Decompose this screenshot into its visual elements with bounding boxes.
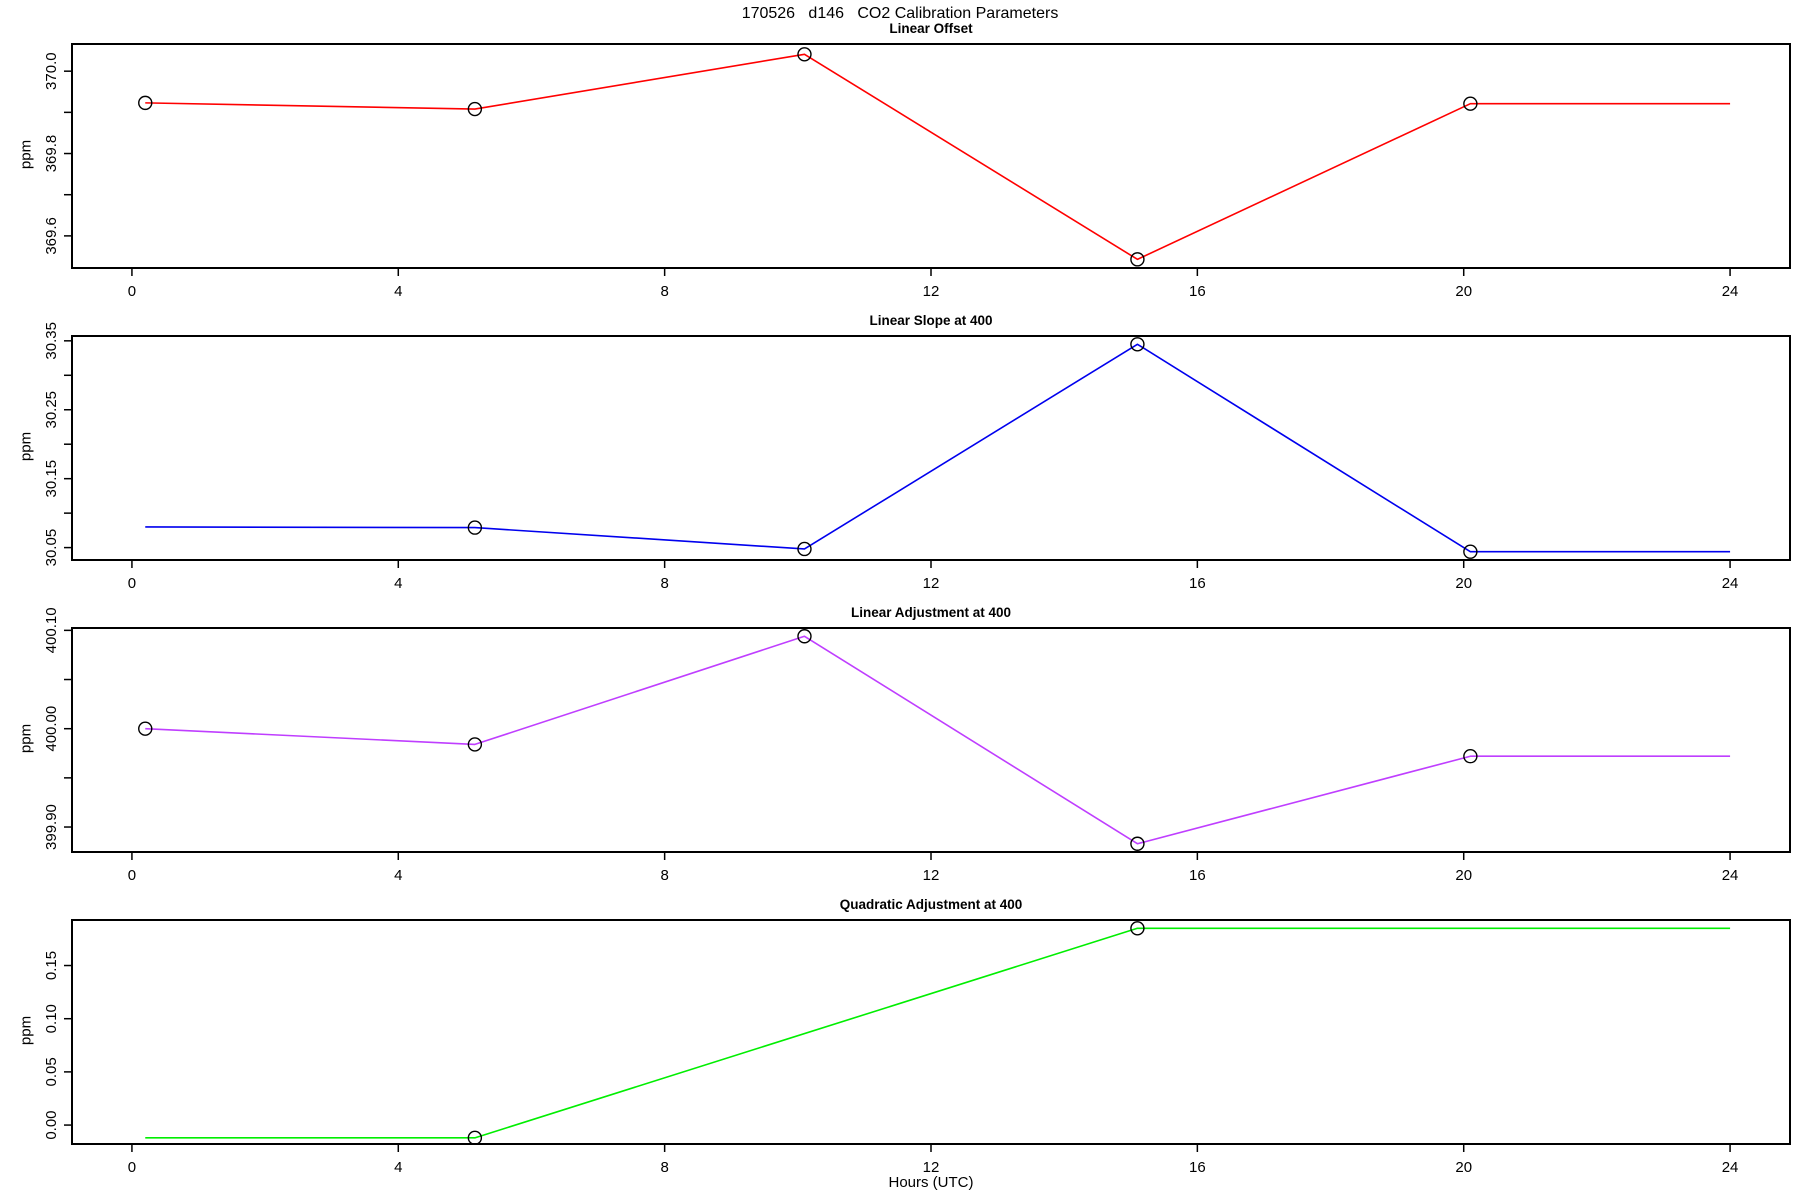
- x-tick-label: 8: [660, 575, 668, 592]
- x-tick-label: 16: [1189, 1159, 1206, 1176]
- y-axis-label-panel-3: ppm: [17, 723, 35, 754]
- x-tick-label: 20: [1455, 867, 1472, 884]
- panel-title-linear-slope: Linear Slope at 400: [869, 313, 993, 328]
- data-point-marker: [1130, 337, 1145, 352]
- data-point-marker: [797, 629, 812, 644]
- x-tick-label: 0: [128, 575, 136, 592]
- panel-title-quadratic-adjustment: Quadratic Adjustment at 400: [839, 897, 1023, 912]
- x-tick-label: 24: [1722, 867, 1739, 884]
- panel-4-data-line: [145, 927, 1731, 1139]
- y-tick-label: 30.15: [43, 460, 60, 498]
- x-tick-label: 0: [128, 1159, 136, 1176]
- plot-box-panel-3: [71, 627, 1791, 853]
- x-tick-label: 20: [1455, 1159, 1472, 1176]
- y-tick-label: 0.10: [43, 1004, 60, 1033]
- data-point-marker: [797, 541, 812, 557]
- y-axis-label-panel-2: ppm: [17, 431, 35, 462]
- plot-box-panel-1: [71, 43, 1791, 269]
- y-tick-label: 0.00: [43, 1110, 60, 1139]
- y-tick-label: 369.8: [43, 135, 60, 173]
- data-point-marker: [1463, 749, 1478, 764]
- x-tick-label: 16: [1189, 575, 1206, 592]
- x-tick-label: 24: [1722, 575, 1739, 592]
- x-tick-label: 4: [394, 575, 402, 592]
- y-tick-label: 0.15: [43, 951, 60, 980]
- x-tick-label: 8: [660, 1159, 668, 1176]
- y-tick-label: 400.00: [43, 706, 60, 752]
- plot-box-panel-2: [71, 335, 1791, 561]
- y-tick-label: 30.35: [43, 322, 60, 360]
- data-point-marker: [1130, 836, 1145, 851]
- x-tick-label: 24: [1722, 283, 1739, 300]
- data-point-marker: [467, 520, 483, 535]
- x-tick-label: 12: [923, 283, 940, 300]
- data-point-marker: [467, 101, 483, 117]
- panel-2-data-line: [145, 343, 1731, 553]
- data-point-marker: [1130, 921, 1145, 936]
- data-point-marker: [1463, 544, 1478, 559]
- y-axis-label-panel-4: ppm: [17, 1015, 35, 1046]
- x-tick-label: 8: [660, 283, 668, 300]
- data-point-marker: [467, 1130, 483, 1146]
- data-point-marker: [1463, 96, 1478, 111]
- x-tick-label: 20: [1455, 575, 1472, 592]
- x-tick-label: 4: [394, 867, 402, 884]
- y-tick-label: 370.0: [43, 52, 60, 90]
- panel-1-data-line: [145, 53, 1731, 261]
- x-axis-label: Hours (UTC): [888, 1174, 974, 1191]
- data-point-marker: [797, 47, 812, 62]
- x-tick-label: 4: [394, 283, 402, 300]
- y-tick-label: 0.05: [43, 1057, 60, 1086]
- x-tick-label: 16: [1189, 867, 1206, 884]
- x-tick-label: 8: [660, 867, 668, 884]
- x-tick-label: 12: [923, 1159, 940, 1176]
- x-tick-label: 12: [923, 867, 940, 884]
- y-tick-label: 399.90: [43, 804, 60, 850]
- x-tick-label: 20: [1455, 283, 1472, 300]
- data-point-marker: [1130, 252, 1145, 267]
- data-point-marker: [467, 737, 483, 752]
- y-tick-label: 369.6: [43, 217, 60, 255]
- x-tick-label: 24: [1722, 1159, 1739, 1176]
- y-axis-label-panel-1: ppm: [17, 139, 35, 170]
- x-tick-label: 0: [128, 283, 136, 300]
- panel-title-linear-offset: Linear Offset: [889, 21, 973, 36]
- y-tick-label: 30.25: [43, 391, 60, 429]
- y-tick-label: 400.10: [43, 607, 60, 653]
- data-point-marker: [138, 95, 153, 111]
- data-point-marker: [138, 721, 153, 736]
- panel-3-data-line: [145, 635, 1731, 845]
- x-tick-label: 0: [128, 867, 136, 884]
- x-tick-label: 16: [1189, 283, 1206, 300]
- x-tick-label: 12: [923, 575, 940, 592]
- panel-title-linear-adjustment: Linear Adjustment at 400: [850, 605, 1012, 620]
- page-title: 170526 d146 CO2 Calibration Parameters: [741, 5, 1059, 22]
- x-tick-label: 4: [394, 1159, 402, 1176]
- plot-box-panel-4: [71, 919, 1791, 1145]
- y-tick-label: 30.05: [43, 529, 60, 567]
